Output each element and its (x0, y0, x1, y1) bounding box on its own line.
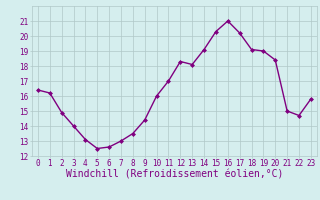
X-axis label: Windchill (Refroidissement éolien,°C): Windchill (Refroidissement éolien,°C) (66, 170, 283, 180)
